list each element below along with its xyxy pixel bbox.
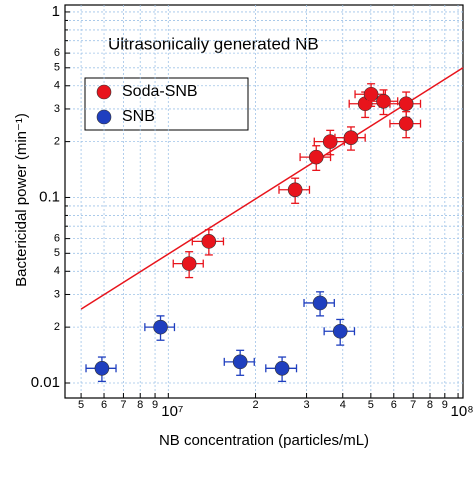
point bbox=[363, 86, 379, 102]
x-tick-label: 5 bbox=[368, 399, 374, 411]
point bbox=[398, 116, 414, 131]
legend-label: SNB bbox=[122, 108, 155, 125]
y-tick-label: 6 bbox=[54, 47, 60, 59]
plot-frame bbox=[64, 4, 464, 399]
y-tick-label: 3 bbox=[54, 288, 60, 300]
x-tick-label: 10⁷ bbox=[161, 403, 183, 420]
point bbox=[332, 323, 348, 339]
y-tick-label: 0.1 bbox=[39, 188, 60, 205]
annotation: Ultrasonically generated NB bbox=[108, 34, 319, 53]
point bbox=[308, 149, 324, 165]
y-tick-label: 6 bbox=[54, 233, 60, 245]
x-tick-label: 2 bbox=[252, 399, 258, 411]
x-tick-label: 7 bbox=[120, 399, 126, 411]
y-tick-label: 2 bbox=[54, 136, 60, 148]
x-tick-label: 4 bbox=[340, 399, 346, 411]
point bbox=[343, 130, 359, 145]
point bbox=[181, 256, 197, 271]
point bbox=[201, 234, 217, 249]
point bbox=[232, 354, 248, 370]
y-tick-label: 4 bbox=[54, 80, 60, 92]
y-tick-label: 1 bbox=[52, 3, 60, 20]
x-tick-label: 9 bbox=[442, 399, 448, 411]
y-tick-label: 4 bbox=[54, 265, 60, 277]
y-axis-label: Bactericidal power (min⁻¹) bbox=[13, 113, 30, 287]
legend-box bbox=[84, 77, 249, 131]
x-tick-label: 6 bbox=[101, 399, 107, 411]
point bbox=[398, 96, 414, 112]
x-tick-label: 5 bbox=[78, 399, 84, 411]
legend-marker bbox=[96, 109, 112, 125]
y-tick-label: 2 bbox=[54, 321, 60, 333]
x-tick-label: 10⁸ bbox=[451, 403, 474, 420]
y-tick-label: 0.01 bbox=[31, 374, 60, 391]
point bbox=[274, 360, 290, 376]
y-tick-label: 3 bbox=[54, 103, 60, 115]
point bbox=[312, 295, 328, 311]
legend-marker bbox=[96, 84, 112, 100]
x-tick-label: 9 bbox=[152, 399, 158, 411]
y-tick-label: 5 bbox=[54, 62, 60, 74]
fit-line bbox=[80, 67, 464, 310]
x-tick-label: 6 bbox=[391, 399, 397, 411]
x-tick-label: 3 bbox=[303, 399, 309, 411]
y-tick-label: 5 bbox=[54, 247, 60, 259]
point bbox=[94, 360, 110, 376]
point bbox=[287, 182, 303, 198]
x-tick-label: 8 bbox=[137, 399, 143, 411]
point bbox=[153, 319, 168, 335]
point bbox=[376, 93, 391, 109]
x-axis-label: NB concentration (particles/mL) bbox=[159, 432, 369, 449]
x-tick-label: 8 bbox=[427, 399, 433, 411]
point bbox=[322, 134, 338, 149]
x-tick-label: 7 bbox=[410, 399, 416, 411]
legend-label: Soda-SNB bbox=[122, 83, 198, 100]
